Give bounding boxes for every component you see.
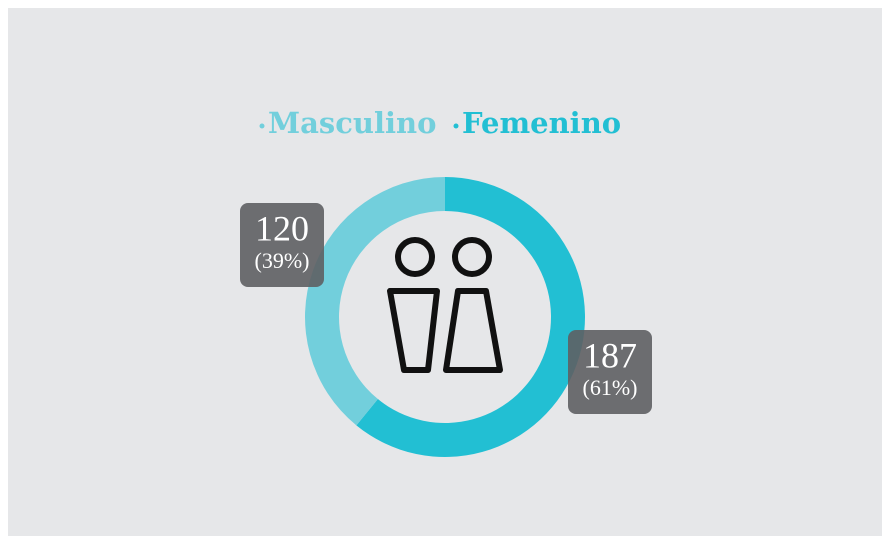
percentage-label: (61%): [583, 375, 638, 400]
label-box: [568, 330, 652, 414]
legend-label: Femenino: [462, 106, 621, 140]
legend-label: Masculino: [268, 106, 436, 140]
female-head: [452, 237, 492, 277]
male-head: [395, 237, 435, 277]
percentage-label: (39%): [255, 248, 310, 273]
donut-segment: [305, 177, 445, 426]
legend-dot: [259, 123, 265, 129]
people-icon: [387, 237, 503, 373]
value-label: 120: [255, 208, 309, 248]
donut-segment: [356, 177, 585, 457]
value-label: 187: [583, 335, 637, 375]
male-body: [387, 288, 440, 373]
female-body: [443, 288, 503, 373]
legend-dot: [453, 123, 459, 129]
label-box: [240, 203, 324, 287]
